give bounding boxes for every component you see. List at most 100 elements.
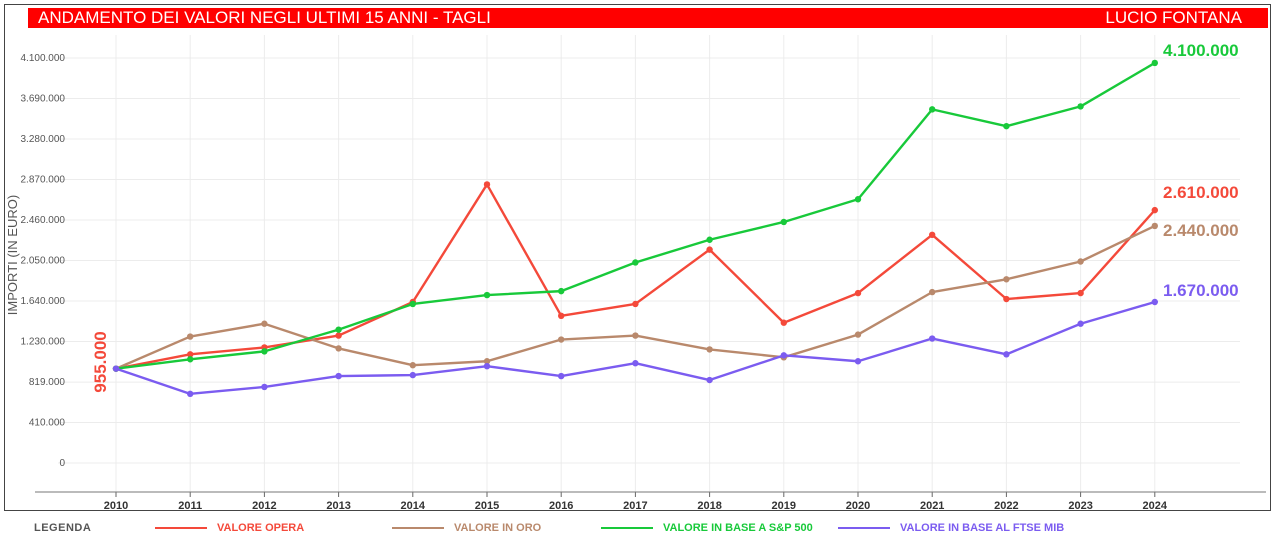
x-tick-label: 2018 (697, 500, 721, 512)
x-tick-label: 2022 (994, 500, 1018, 512)
data-point (1003, 351, 1010, 358)
data-point (261, 320, 268, 327)
data-point (187, 333, 194, 340)
legend-swatch (838, 527, 890, 529)
data-point (558, 336, 565, 343)
data-point (1003, 295, 1010, 303)
data-point (409, 371, 416, 379)
y-axis-label: IMPORTI (IN EURO) (5, 195, 20, 315)
x-tick-label: 2021 (920, 500, 944, 512)
data-point (335, 326, 342, 333)
data-point (335, 372, 342, 380)
legend-item-valore-ftse-mib: VALORE IN BASE AL FTSE MIB (838, 522, 1064, 534)
grid-lines (58, 35, 1240, 492)
data-point (1003, 122, 1010, 130)
chart-title: ANDAMENTO DEI VALORI NEGLI ULTIMI 15 ANN… (38, 8, 491, 27)
data-point (632, 259, 639, 266)
data-point (632, 360, 639, 367)
data-point (261, 383, 268, 391)
series-end-label: 2.440.000 (1163, 221, 1239, 240)
data-point (780, 218, 787, 226)
x-tick-label: 2013 (326, 500, 350, 512)
legend-item-valore-sp500: VALORE IN BASE A S&P 500 (601, 522, 813, 534)
y-tick-label: 3.690.000 (21, 94, 66, 105)
data-point (1077, 258, 1084, 265)
data-point (854, 358, 862, 365)
axes (35, 491, 1266, 497)
data-point (929, 106, 936, 113)
legend-label: VALORE IN BASE AL FTSE MIB (900, 522, 1065, 534)
series-lines (112, 59, 1159, 398)
y-tick-label: 1.230.000 (21, 337, 66, 348)
y-tick-label: 0 (59, 458, 65, 469)
y-tick-label: 3.280.000 (21, 134, 66, 145)
data-point (1151, 59, 1159, 67)
legend-title: LEGENDA (34, 522, 92, 534)
data-point (1151, 206, 1159, 214)
data-point (929, 231, 936, 239)
legend-item-valore-oro: VALORE IN ORO (392, 522, 541, 534)
data-point (483, 362, 491, 370)
x-tick-label: 2016 (549, 500, 573, 512)
data-point (558, 287, 565, 295)
data-point (558, 372, 565, 380)
legend-label: VALORE IN ORO (454, 522, 542, 534)
y-tick-label: 819.000 (29, 377, 66, 388)
x-tick-label: 2015 (475, 500, 499, 512)
data-point (1077, 289, 1084, 297)
data-point (483, 291, 491, 299)
x-tick-label: 2024 (1143, 500, 1168, 512)
chart-frame (4, 4, 1271, 511)
legend-label: VALORE IN BASE A S&P 500 (663, 522, 813, 534)
legend-swatch (155, 527, 207, 529)
data-point (854, 289, 862, 297)
x-tick-label: 2014 (401, 500, 426, 512)
data-point (187, 390, 194, 398)
y-tick-label: 1.640.000 (21, 296, 66, 307)
data-point (706, 376, 713, 384)
data-point (558, 312, 565, 320)
data-point (854, 331, 862, 338)
data-point (187, 356, 194, 363)
x-tick-label: 2010 (104, 500, 128, 512)
data-point (1151, 222, 1159, 230)
start-value-label: 955.000 (91, 331, 110, 392)
data-point (335, 345, 342, 352)
x-tick-label: 2012 (252, 500, 276, 512)
x-tick-label: 2020 (846, 500, 870, 512)
x-tick-label: 2023 (1068, 500, 1092, 512)
data-point (409, 362, 416, 369)
artist-name: LUCIO FONTANA (1105, 8, 1242, 27)
data-point (1003, 276, 1010, 283)
data-point (632, 300, 639, 308)
data-labels: 2.610.000 2.440.000 4.100.000 1.670.000 955.… (91, 41, 1239, 393)
data-point (1077, 103, 1084, 110)
data-point (261, 348, 268, 355)
y-tick-label: 2.050.000 (21, 256, 66, 267)
y-tick-label: 2.870.000 (21, 175, 66, 186)
data-point (483, 181, 491, 188)
x-tick-label: 2011 (178, 500, 202, 512)
data-point (335, 332, 342, 339)
series-end-label: 4.100.000 (1163, 41, 1239, 60)
data-point (483, 358, 491, 365)
data-point (780, 352, 787, 359)
x-tick-label: 2019 (772, 500, 796, 512)
data-point (929, 335, 936, 342)
data-point (706, 346, 713, 353)
legend-item-valore-opera: VALORE OPERA (155, 522, 304, 534)
series-end-label: 1.670.000 (1163, 281, 1239, 300)
x-tick-labels: 2010 2011 2012 2013 2014 2015 2016 2017 2018 2019… (104, 500, 1168, 512)
data-point (929, 288, 936, 296)
data-point (632, 332, 639, 339)
series-end-label: 2.610.000 (1163, 183, 1239, 202)
data-point (780, 319, 787, 326)
legend: LEGENDA VALORE OPERA VALORE IN ORO VALOR… (0, 518, 1280, 540)
data-point (706, 246, 713, 253)
data-point (706, 236, 713, 243)
legend-label: VALORE OPERA (217, 522, 305, 534)
y-tick-label: 4.100.000 (21, 53, 66, 64)
data-point (409, 300, 416, 308)
data-point (1077, 320, 1084, 327)
